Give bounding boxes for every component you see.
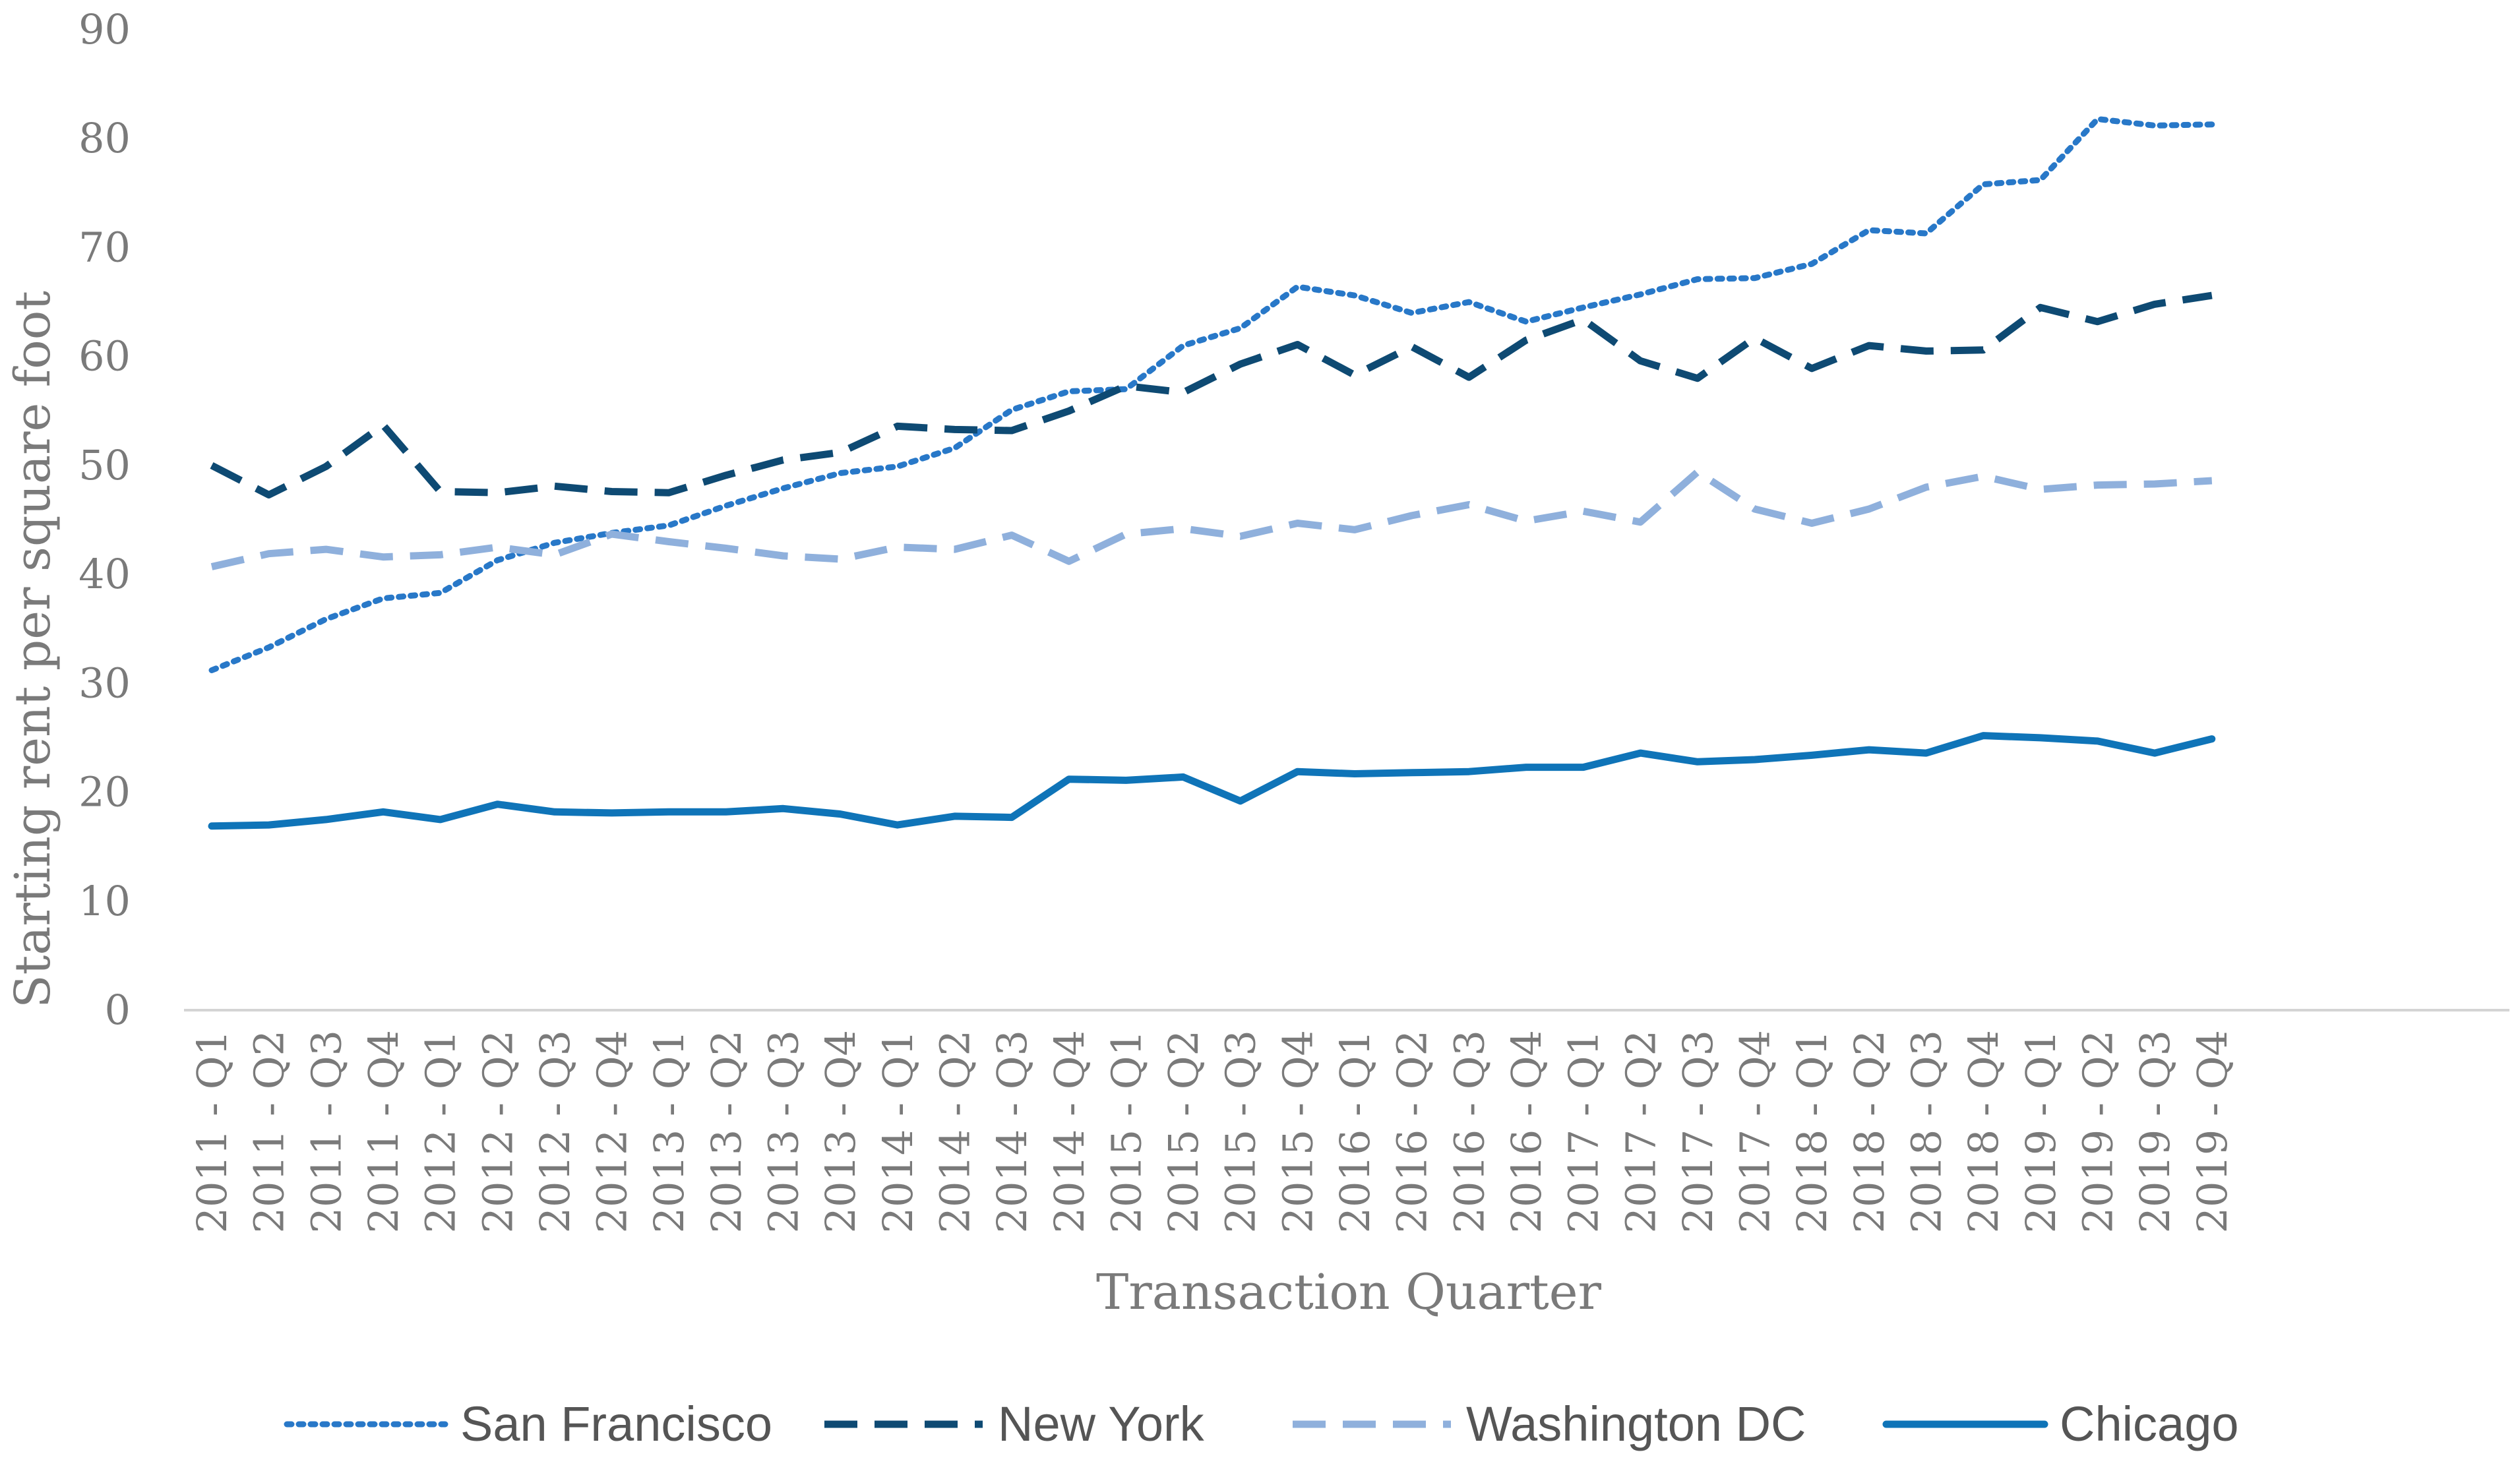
series-line-washington-dc (210, 468, 2213, 570)
x-tick-label: 2015 - Q1 (1102, 1030, 1150, 1233)
x-tick-label: 2014 - Q2 (931, 1030, 979, 1233)
legend: San Francisco New York Washington DC Chicag… (284, 1397, 2239, 1451)
legend-label: Chicago (2060, 1397, 2239, 1451)
x-tick-label: 2011 - Q2 (245, 1030, 293, 1233)
y-tick-label: 20 (78, 768, 131, 816)
x-tick-label: 2016 - Q3 (1445, 1030, 1493, 1233)
x-axis-ticks: 2011 - Q1 2011 - Q2 2011 - Q3 2011 - Q4 2012… (188, 1030, 2236, 1233)
y-tick-label: 70 (78, 223, 131, 271)
y-tick-label: 80 (78, 114, 131, 162)
legend-label: San Francisco (460, 1397, 772, 1451)
x-tick-label: 2017 - Q4 (1731, 1030, 1779, 1233)
x-axis-title: Transaction Quarter (1096, 1264, 1602, 1321)
x-tick-label: 2016 - Q4 (1502, 1030, 1551, 1233)
y-tick-label: 10 (78, 877, 131, 925)
y-tick-label: 50 (78, 441, 131, 489)
series-line-chicago (208, 732, 2216, 830)
x-tick-label: 2015 - Q4 (1274, 1030, 1322, 1233)
y-tick-label: 30 (78, 659, 131, 707)
x-tick-label: 2017 - Q1 (1560, 1030, 1608, 1233)
y-tick-label: 90 (78, 5, 131, 53)
series-line-new-york (210, 291, 2213, 498)
x-tick-label: 2017 - Q3 (1674, 1030, 1722, 1233)
x-tick-label: 2011 - Q4 (359, 1030, 408, 1233)
x-tick-label: 2019 - Q3 (2131, 1030, 2179, 1233)
x-tick-label: 2014 - Q1 (874, 1030, 922, 1233)
x-tick-label: 2014 - Q3 (988, 1030, 1036, 1233)
x-tick-label: 2013 - Q3 (760, 1030, 808, 1233)
x-tick-label: 2016 - Q1 (1331, 1030, 1379, 1233)
x-tick-label: 2013 - Q4 (816, 1030, 865, 1233)
y-tick-label: 0 (105, 986, 131, 1034)
x-tick-label: 2012 - Q1 (417, 1030, 465, 1233)
x-tick-label: 2012 - Q2 (474, 1030, 522, 1233)
x-tick-label: 2018 - Q1 (1788, 1030, 1836, 1233)
y-tick-label: 40 (78, 550, 131, 598)
x-tick-label: 2017 - Q2 (1616, 1030, 1665, 1233)
x-tick-label: 2011 - Q3 (302, 1030, 350, 1233)
x-tick-label: 2012 - Q4 (588, 1030, 636, 1233)
legend-label: Washington DC (1466, 1397, 1806, 1451)
x-tick-label: 2015 - Q2 (1159, 1030, 1208, 1233)
x-tick-label: 2014 - Q4 (1045, 1030, 1093, 1233)
x-tick-label: 2015 - Q3 (1217, 1030, 1265, 1233)
legend-label: New York (998, 1397, 1205, 1451)
series-layer (208, 116, 2216, 830)
x-tick-label: 2018 - Q3 (1903, 1030, 1951, 1233)
x-tick-label: 2016 - Q2 (1388, 1030, 1436, 1233)
x-tick-label: 2019 - Q1 (2017, 1030, 2065, 1233)
x-tick-label: 2011 - Q1 (188, 1030, 236, 1233)
x-tick-label: 2018 - Q2 (1845, 1030, 1893, 1233)
y-axis-ticks: 0 10 20 30 40 50 60 70 80 90 (78, 5, 131, 1034)
series-line-san-francisco (208, 116, 2215, 673)
x-tick-label: 2019 - Q4 (2188, 1030, 2236, 1233)
x-tick-label: 2019 - Q2 (2074, 1030, 2122, 1233)
x-tick-label: 2018 - Q4 (1959, 1030, 2008, 1233)
x-tick-label: 2013 - Q2 (702, 1030, 751, 1233)
x-tick-label: 2013 - Q1 (645, 1030, 693, 1233)
y-tick-label: 60 (78, 332, 131, 380)
x-tick-label: 2012 - Q3 (531, 1030, 579, 1233)
y-axis-title: Starting rent per square foot (5, 291, 61, 1008)
